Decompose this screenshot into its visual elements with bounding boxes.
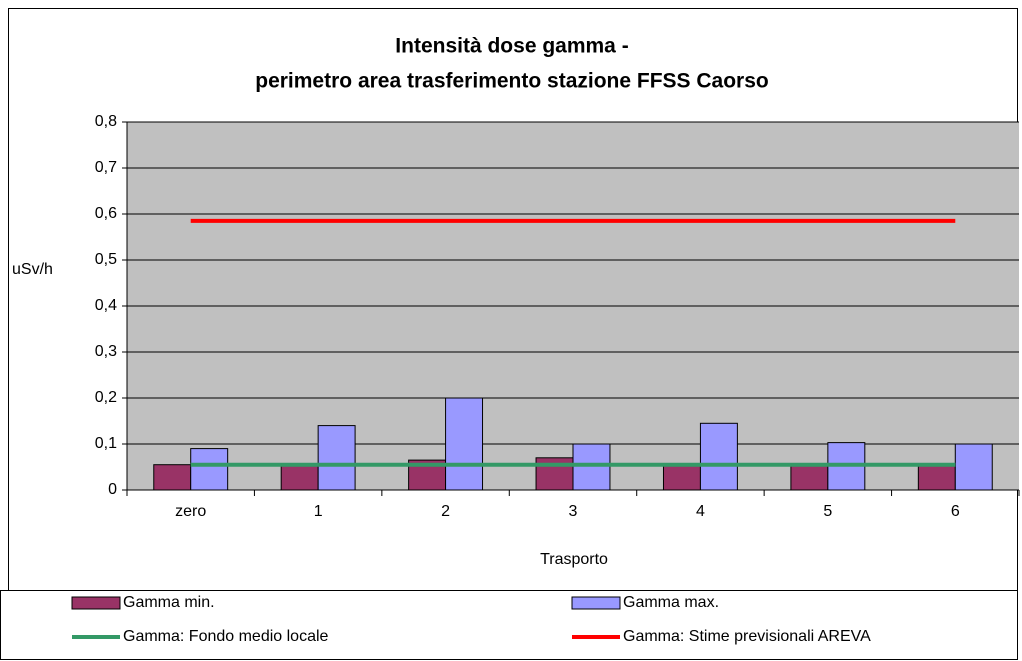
x-tick-label: 3 [569, 503, 578, 520]
legend-label: Gamma max. [623, 594, 719, 611]
legend-swatch [71, 596, 121, 610]
x-tick-label: 1 [314, 503, 323, 520]
y-axis-label: uSv/h [12, 261, 53, 278]
x-axis-label: Trasporto [540, 551, 608, 568]
bar [280, 464, 319, 491]
bar [790, 464, 829, 491]
legend-label: Gamma min. [123, 594, 215, 611]
bar [445, 397, 484, 491]
bar [917, 464, 956, 491]
bar [572, 443, 611, 491]
y-tick-label: 0,7 [95, 159, 117, 176]
legend-label: Gamma: Fondo medio locale [123, 628, 329, 645]
x-tick-label: 4 [696, 503, 705, 520]
y-tick-label: 0,8 [95, 113, 117, 130]
y-tick-label: 0 [108, 481, 117, 498]
chart-title: perimetro area trasferimento stazione FF… [255, 70, 769, 93]
bar [190, 448, 229, 491]
bar [317, 425, 356, 491]
y-tick-label: 0,6 [95, 205, 117, 222]
chart-title: Intensità dose gamma - [395, 35, 628, 58]
bar [662, 464, 701, 491]
legend-box [0, 590, 1018, 660]
x-tick-label: zero [175, 503, 206, 520]
x-tick-label: 5 [823, 503, 832, 520]
x-tick-label: 2 [441, 503, 450, 520]
bar [699, 422, 738, 491]
y-tick-label: 0,3 [95, 343, 117, 360]
x-tick-label: 6 [951, 503, 960, 520]
bar [954, 443, 993, 491]
bar [153, 464, 192, 491]
y-tick-label: 0,2 [95, 389, 117, 406]
y-tick-label: 0,1 [95, 435, 117, 452]
y-tick-label: 0,4 [95, 297, 117, 314]
legend-swatch [571, 596, 621, 610]
y-tick-label: 0,5 [95, 251, 117, 268]
legend-label: Gamma: Stime previsionali AREVA [623, 628, 871, 645]
bar [535, 457, 574, 491]
